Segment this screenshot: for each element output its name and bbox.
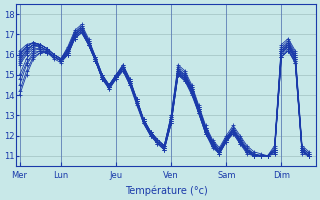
X-axis label: Température (°c): Température (°c) <box>124 185 207 196</box>
